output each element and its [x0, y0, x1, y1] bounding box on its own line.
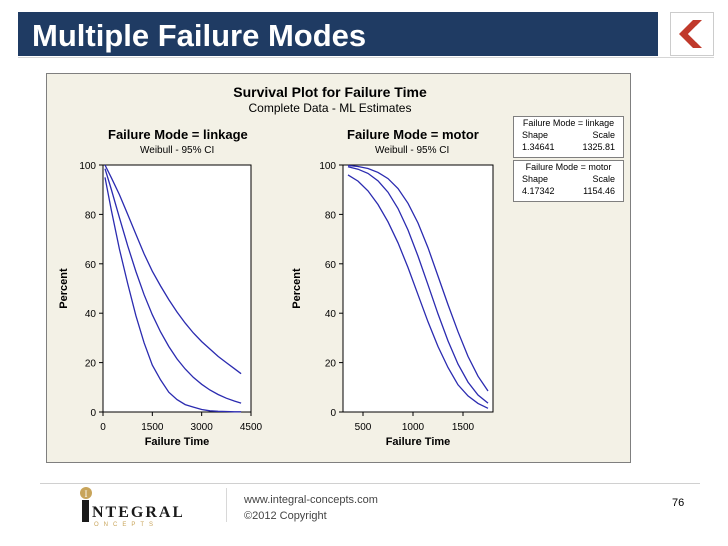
x-tick-label-0: 0	[100, 422, 106, 433]
legend-motor-shape: 4.17342	[522, 186, 555, 196]
legend-motor: Failure Mode = motor Shape Scale 4.17342 1…	[513, 160, 624, 202]
slide-title: Multiple Failure Modes	[32, 18, 367, 53]
legend-linkage-scale: 1325.81	[582, 142, 615, 152]
survival-curve-0-2	[104, 177, 242, 413]
plot-area-0	[102, 164, 252, 413]
panel-motor-title: Failure Mode = motor	[347, 127, 479, 142]
footer-url[interactable]: www.integral-concepts.com	[244, 494, 378, 506]
y-tick-label-1: 80	[325, 210, 337, 221]
x-tick-label-1: 1500	[452, 422, 475, 433]
survival-curve-1-0	[347, 166, 489, 404]
title-bar	[18, 12, 658, 56]
back-arrow-icon	[679, 20, 702, 48]
footer-divider	[40, 483, 700, 484]
footer-copyright: ©2012 Copyright	[244, 510, 327, 522]
y-axis-label-1: Percent	[291, 268, 303, 309]
svg-text:I: I	[85, 489, 88, 499]
y-tick-label-1: 100	[319, 161, 336, 172]
page-number: 76	[672, 497, 685, 509]
x-tick-label-0: 3000	[191, 422, 214, 433]
legend-linkage-shape: 1.34641	[522, 142, 555, 152]
legend-linkage-col2: Scale	[592, 130, 615, 140]
y-tick-label-1: 20	[325, 359, 337, 370]
survival-curve-0-0	[104, 168, 242, 404]
survival-curve-1-2	[347, 174, 489, 409]
integral-concepts-logo: I NTEGRAL ONCEPTS	[72, 485, 183, 532]
figure-subtitle: Complete Data - ML Estimates	[248, 101, 412, 115]
plot-area-1	[342, 164, 494, 413]
x-axis-label-0: Failure Time	[145, 436, 210, 448]
x-tick-label-0: 4500	[240, 422, 263, 433]
x-tick-label-0: 1500	[141, 422, 164, 433]
panel-linkage-subtitle: Weibull - 95% CI	[140, 145, 215, 156]
legend-motor-scale: 1154.46	[583, 186, 615, 196]
legend-linkage-header: Failure Mode = linkage	[522, 118, 615, 128]
x-axis-label-1: Failure Time	[386, 436, 451, 448]
legend-motor-col2: Scale	[592, 174, 615, 184]
y-tick-label-0: 20	[85, 359, 97, 370]
panel-linkage-title: Failure Mode = linkage	[108, 127, 248, 142]
y-tick-label-1: 40	[325, 309, 337, 320]
x-tick-label-1: 500	[355, 422, 372, 433]
footer-separator	[226, 488, 227, 522]
y-tick-label-1: 60	[325, 260, 337, 271]
y-tick-label-0: 80	[85, 210, 97, 221]
x-tick-label-1: 1000	[402, 422, 425, 433]
back-button[interactable]	[670, 12, 714, 56]
svg-text:NTEGRAL: NTEGRAL	[92, 504, 182, 521]
legend-motor-col1: Shape	[522, 174, 549, 184]
y-tick-label-0: 60	[85, 260, 97, 271]
legend-linkage: Failure Mode = linkage Shape Scale 1.3464…	[513, 116, 624, 158]
svg-text:ONCEPTS: ONCEPTS	[94, 522, 158, 527]
legend-linkage-col1: Shape	[522, 130, 549, 140]
y-tick-label-0: 100	[79, 161, 96, 172]
survival-curve-1-1	[347, 164, 489, 392]
y-tick-label-1: 0	[330, 408, 336, 419]
y-tick-label-0: 0	[90, 408, 96, 419]
y-axis-label-0: Percent	[58, 268, 70, 309]
panel-motor-subtitle: Weibull - 95% CI	[375, 145, 450, 156]
survival-curve-0-1	[104, 164, 242, 375]
figure-title: Survival Plot for Failure Time	[233, 84, 427, 100]
legend-motor-header: Failure Mode = motor	[525, 162, 612, 172]
y-tick-label-0: 40	[85, 309, 97, 320]
title-underline	[18, 57, 714, 58]
